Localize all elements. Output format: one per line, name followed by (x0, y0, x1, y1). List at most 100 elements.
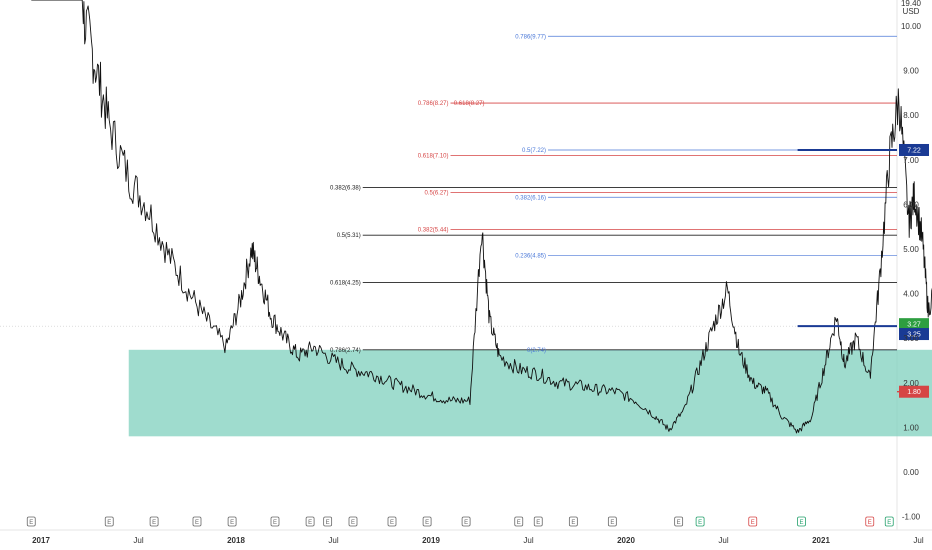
event-marker-text-21: E (887, 520, 891, 526)
fib-label-10: 0.5(6.27) (424, 190, 448, 196)
fib-label-14: 0.618(4.25) (330, 280, 361, 286)
event-marker-20 (865, 516, 875, 527)
event-marker-13 (533, 516, 543, 527)
series (31, 0, 932, 434)
event-marker-5 (270, 516, 280, 527)
event-marker-text-20: E (868, 520, 872, 526)
event-marker-text-19: E (799, 520, 803, 526)
y-tick-11: 7.00 (903, 156, 919, 165)
event-marker-21 (884, 516, 894, 527)
event-marker-text-16: E (677, 520, 681, 526)
x-tick-6: 2020 (617, 536, 635, 545)
event-marker-text-7: E (326, 520, 330, 526)
x-tick-8: 2021 (812, 536, 830, 545)
x-tick-3: Jul (328, 536, 338, 545)
event-marker-8 (348, 516, 358, 527)
fib-label-4: 0.382(6.16) (515, 195, 546, 201)
event-marker-16 (674, 516, 684, 527)
currency-label: USD (903, 7, 920, 16)
event-marker-14 (568, 516, 578, 527)
event-marker-text-8: E (351, 520, 355, 526)
event-marker-text-1: E (107, 520, 111, 526)
y-tick-0: 19.40 (901, 0, 922, 8)
y-tick-14: 4.00 (903, 290, 919, 299)
event-marker-text-12: E (517, 520, 521, 526)
event-marker-text-3: E (195, 520, 199, 526)
event-marker-3 (192, 516, 202, 527)
event-marker-1 (104, 516, 114, 527)
y-tick-17: 1.00 (903, 423, 919, 432)
zones (128, 349, 932, 437)
axes (0, 0, 932, 531)
fib-label-15: 0.786(2.74) (330, 348, 361, 354)
x-tick-7: Jul (718, 536, 728, 545)
event-marker-text-18: E (751, 520, 755, 526)
fib-label-3: 0.5(7.22) (522, 148, 546, 154)
price-badges: 11.697.223.273.251.80 (899, 143, 929, 398)
event-marker-11 (461, 516, 471, 527)
event-marker-9 (387, 516, 397, 527)
x-tick-0: 2017 (32, 536, 50, 545)
event-marker-7 (323, 516, 333, 527)
event-marker-text-15: E (610, 520, 614, 526)
y-tick-12: 6.00 (903, 200, 919, 209)
x-tick-9: Jul (913, 536, 923, 545)
y-tick-8: 10.00 (901, 22, 922, 31)
fib-label-8: 0.618(8.27) (454, 101, 485, 107)
y-tick-9: 9.00 (903, 67, 919, 76)
y-tick-10: 8.00 (903, 111, 919, 120)
event-marker-18 (748, 516, 758, 527)
price-badge-3 (899, 328, 929, 341)
fib-label-9: 0.618(7.10) (418, 153, 449, 159)
event-marker-text-6: E (308, 520, 312, 526)
fib-label-6: 0(2.74) (527, 348, 546, 354)
event-marker-text-2: E (152, 520, 156, 526)
event-marker-text-9: E (390, 520, 394, 526)
event-marker-17 (695, 516, 705, 527)
event-marker-15 (607, 516, 617, 527)
x-tick-2: 2018 (227, 536, 245, 545)
fib-label-7: 0.786(8.27) (418, 101, 449, 107)
event-marker-text-10: E (425, 520, 429, 526)
fib-label-12: 0.382(6.38) (330, 185, 361, 191)
event-marker-text-11: E (464, 520, 468, 526)
price-line (31, 0, 932, 434)
event-marker-2 (149, 516, 159, 527)
price-badge-text-3: 3.25 (907, 332, 921, 339)
price-badge-text-4: 1.80 (907, 389, 921, 396)
price-badge-4 (899, 385, 929, 398)
event-marker-text-17: E (698, 520, 702, 526)
fib-label-11: 0.382(5.44) (418, 227, 449, 233)
event-marker-6 (305, 516, 315, 527)
event-marker-text-13: E (536, 520, 540, 526)
x-tick-5: Jul (523, 536, 533, 545)
y-tick-15: 3.00 (903, 334, 919, 343)
accumulation-zone (128, 349, 932, 437)
y-tick-13: 5.00 (903, 245, 919, 254)
fib-label-13: 0.5(5.31) (337, 233, 361, 239)
y-tick-16: 2.00 (903, 379, 919, 388)
event-marker-4 (227, 516, 237, 527)
event-markers: EEEEEEEEEEEEEEEEEEEEEEEE (26, 516, 894, 527)
event-marker-text-0: E (29, 520, 33, 526)
tick-labels: 19.40 10.00 9.00 8.00 7.00 6.00 5.00 4.00 3.00 2.… (32, 0, 924, 545)
price-badge-1 (899, 143, 929, 156)
event-marker-0 (26, 516, 36, 527)
fib-label-2: 0.786(9.77) (515, 34, 546, 40)
fib-levels: 1.618(17.22)1(11.69)0.786(9.77)0.5(7.22)… (330, 34, 897, 354)
event-marker-19 (797, 516, 806, 527)
price-badge-2 (899, 318, 929, 331)
y-tick-18: 0.00 (903, 468, 919, 477)
price-badge-text-1: 7.22 (907, 147, 921, 154)
x-tick-4: 2019 (422, 536, 440, 545)
event-marker-text-4: E (230, 520, 234, 526)
event-marker-12 (514, 516, 524, 527)
event-marker-text-14: E (571, 520, 575, 526)
price-badge-text-2: 3.27 (907, 322, 921, 329)
event-marker-10 (422, 516, 432, 527)
event-marker-text-5: E (273, 520, 277, 526)
fib-label-5: 0.236(4.85) (515, 254, 546, 260)
x-tick-1: Jul (133, 536, 143, 545)
